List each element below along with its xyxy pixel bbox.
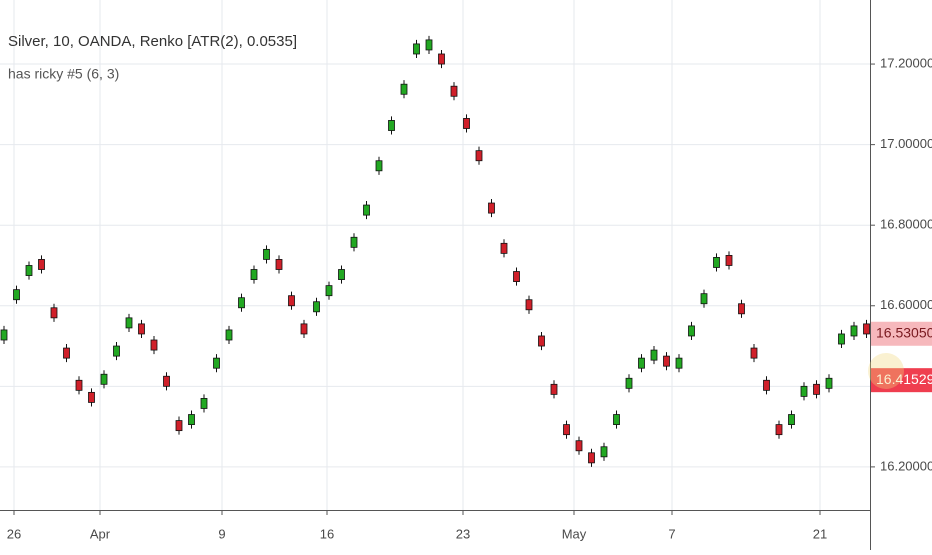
indicator-name: has ricky #5 (6, 3)	[8, 66, 119, 82]
price-label-bg	[871, 368, 932, 393]
candle-body	[675, 357, 683, 369]
y-tick-label: 17.20000	[880, 55, 932, 70]
candle-body	[138, 323, 145, 335]
candle-body	[463, 118, 470, 129]
candle-body	[325, 285, 333, 297]
candle-body	[375, 160, 383, 172]
x-tick-label: 7	[668, 526, 675, 541]
candle-body	[800, 385, 808, 397]
candle-body	[663, 355, 670, 367]
candle-body	[575, 440, 583, 452]
x-tick-label: Apr	[90, 526, 111, 541]
chart-title: Silver, 10, OANDA, Renko [ATR(2), 0.0535…	[8, 33, 297, 50]
candle-body	[288, 295, 295, 307]
candle-body	[713, 257, 720, 268]
candle-body	[613, 414, 620, 425]
candle-body	[475, 150, 483, 162]
y-tick-label: 17.00000	[880, 136, 932, 151]
candle-body	[175, 420, 183, 432]
candle-body	[0, 329, 8, 341]
axes: 16.2000016.416.6000016.8000017.0000017.2…	[7, 55, 932, 541]
candle-body	[738, 303, 745, 315]
candle-body	[788, 414, 795, 425]
candle-body	[200, 398, 208, 409]
y-tick-label: 16.60000	[880, 297, 932, 312]
price-label: 16.41529	[876, 371, 932, 387]
candle-body	[100, 373, 108, 385]
candle-body	[825, 377, 833, 389]
candle-body	[413, 43, 420, 55]
candle-body	[63, 347, 70, 359]
candle-body	[75, 379, 83, 391]
candle-body	[150, 339, 158, 351]
candle-body	[638, 357, 645, 369]
x-tick-label: 16	[320, 526, 334, 541]
candle-body	[350, 236, 358, 248]
x-tick-label: 9	[218, 526, 225, 541]
candle-body	[625, 377, 633, 389]
candle-body	[688, 325, 695, 337]
candle-body	[650, 349, 658, 361]
pulse-indicator	[868, 353, 904, 389]
candle-body	[213, 357, 220, 369]
candle-body	[850, 325, 858, 337]
candle-body	[813, 383, 820, 395]
candle-body	[550, 383, 558, 395]
candle-body	[775, 424, 783, 436]
candle-body	[750, 347, 758, 359]
candle-body	[300, 323, 308, 335]
candles	[0, 35, 870, 467]
candle-body	[700, 293, 708, 305]
x-tick-label: 21	[813, 526, 827, 541]
candle-body	[488, 202, 495, 214]
candle-body	[438, 53, 445, 65]
candle-body	[838, 333, 845, 345]
candle-body	[263, 248, 270, 260]
candle-body	[338, 269, 345, 280]
candle-body	[188, 414, 195, 425]
candle-body	[13, 289, 20, 301]
candle-body	[863, 323, 870, 335]
candle-body	[513, 271, 520, 282]
candle-body	[313, 301, 320, 313]
x-tick-label: 26	[7, 526, 21, 541]
candle-body	[525, 299, 533, 311]
candle-body	[38, 259, 45, 270]
price-label: 16.53050	[876, 324, 932, 340]
candle-body	[538, 335, 545, 347]
candle-body	[25, 265, 33, 276]
candle-body	[50, 307, 58, 319]
candle-body	[125, 317, 133, 329]
x-tick-label: 23	[456, 526, 470, 541]
candle-body	[563, 424, 570, 436]
y-tick-label: 16.80000	[880, 217, 932, 232]
candle-body	[425, 39, 433, 51]
candle-body	[588, 452, 595, 464]
y-tick-label: 16.20000	[880, 458, 932, 473]
candle-body	[113, 345, 120, 357]
candle-body	[400, 83, 408, 95]
candle-body	[238, 297, 245, 309]
candle-body	[388, 120, 395, 131]
grid	[0, 0, 870, 510]
candle-body	[450, 85, 458, 97]
candle-body	[725, 255, 733, 266]
candle-body	[363, 204, 370, 216]
x-tick-label: May	[562, 526, 587, 541]
candle-body	[250, 269, 258, 280]
candle-body	[225, 329, 233, 341]
price-label-bg	[871, 321, 932, 346]
candle-body	[500, 242, 508, 254]
candle-body	[163, 375, 170, 387]
candle-body	[88, 391, 95, 403]
candle-body	[763, 379, 770, 391]
candle-body	[275, 259, 283, 270]
candle-body	[600, 446, 608, 458]
